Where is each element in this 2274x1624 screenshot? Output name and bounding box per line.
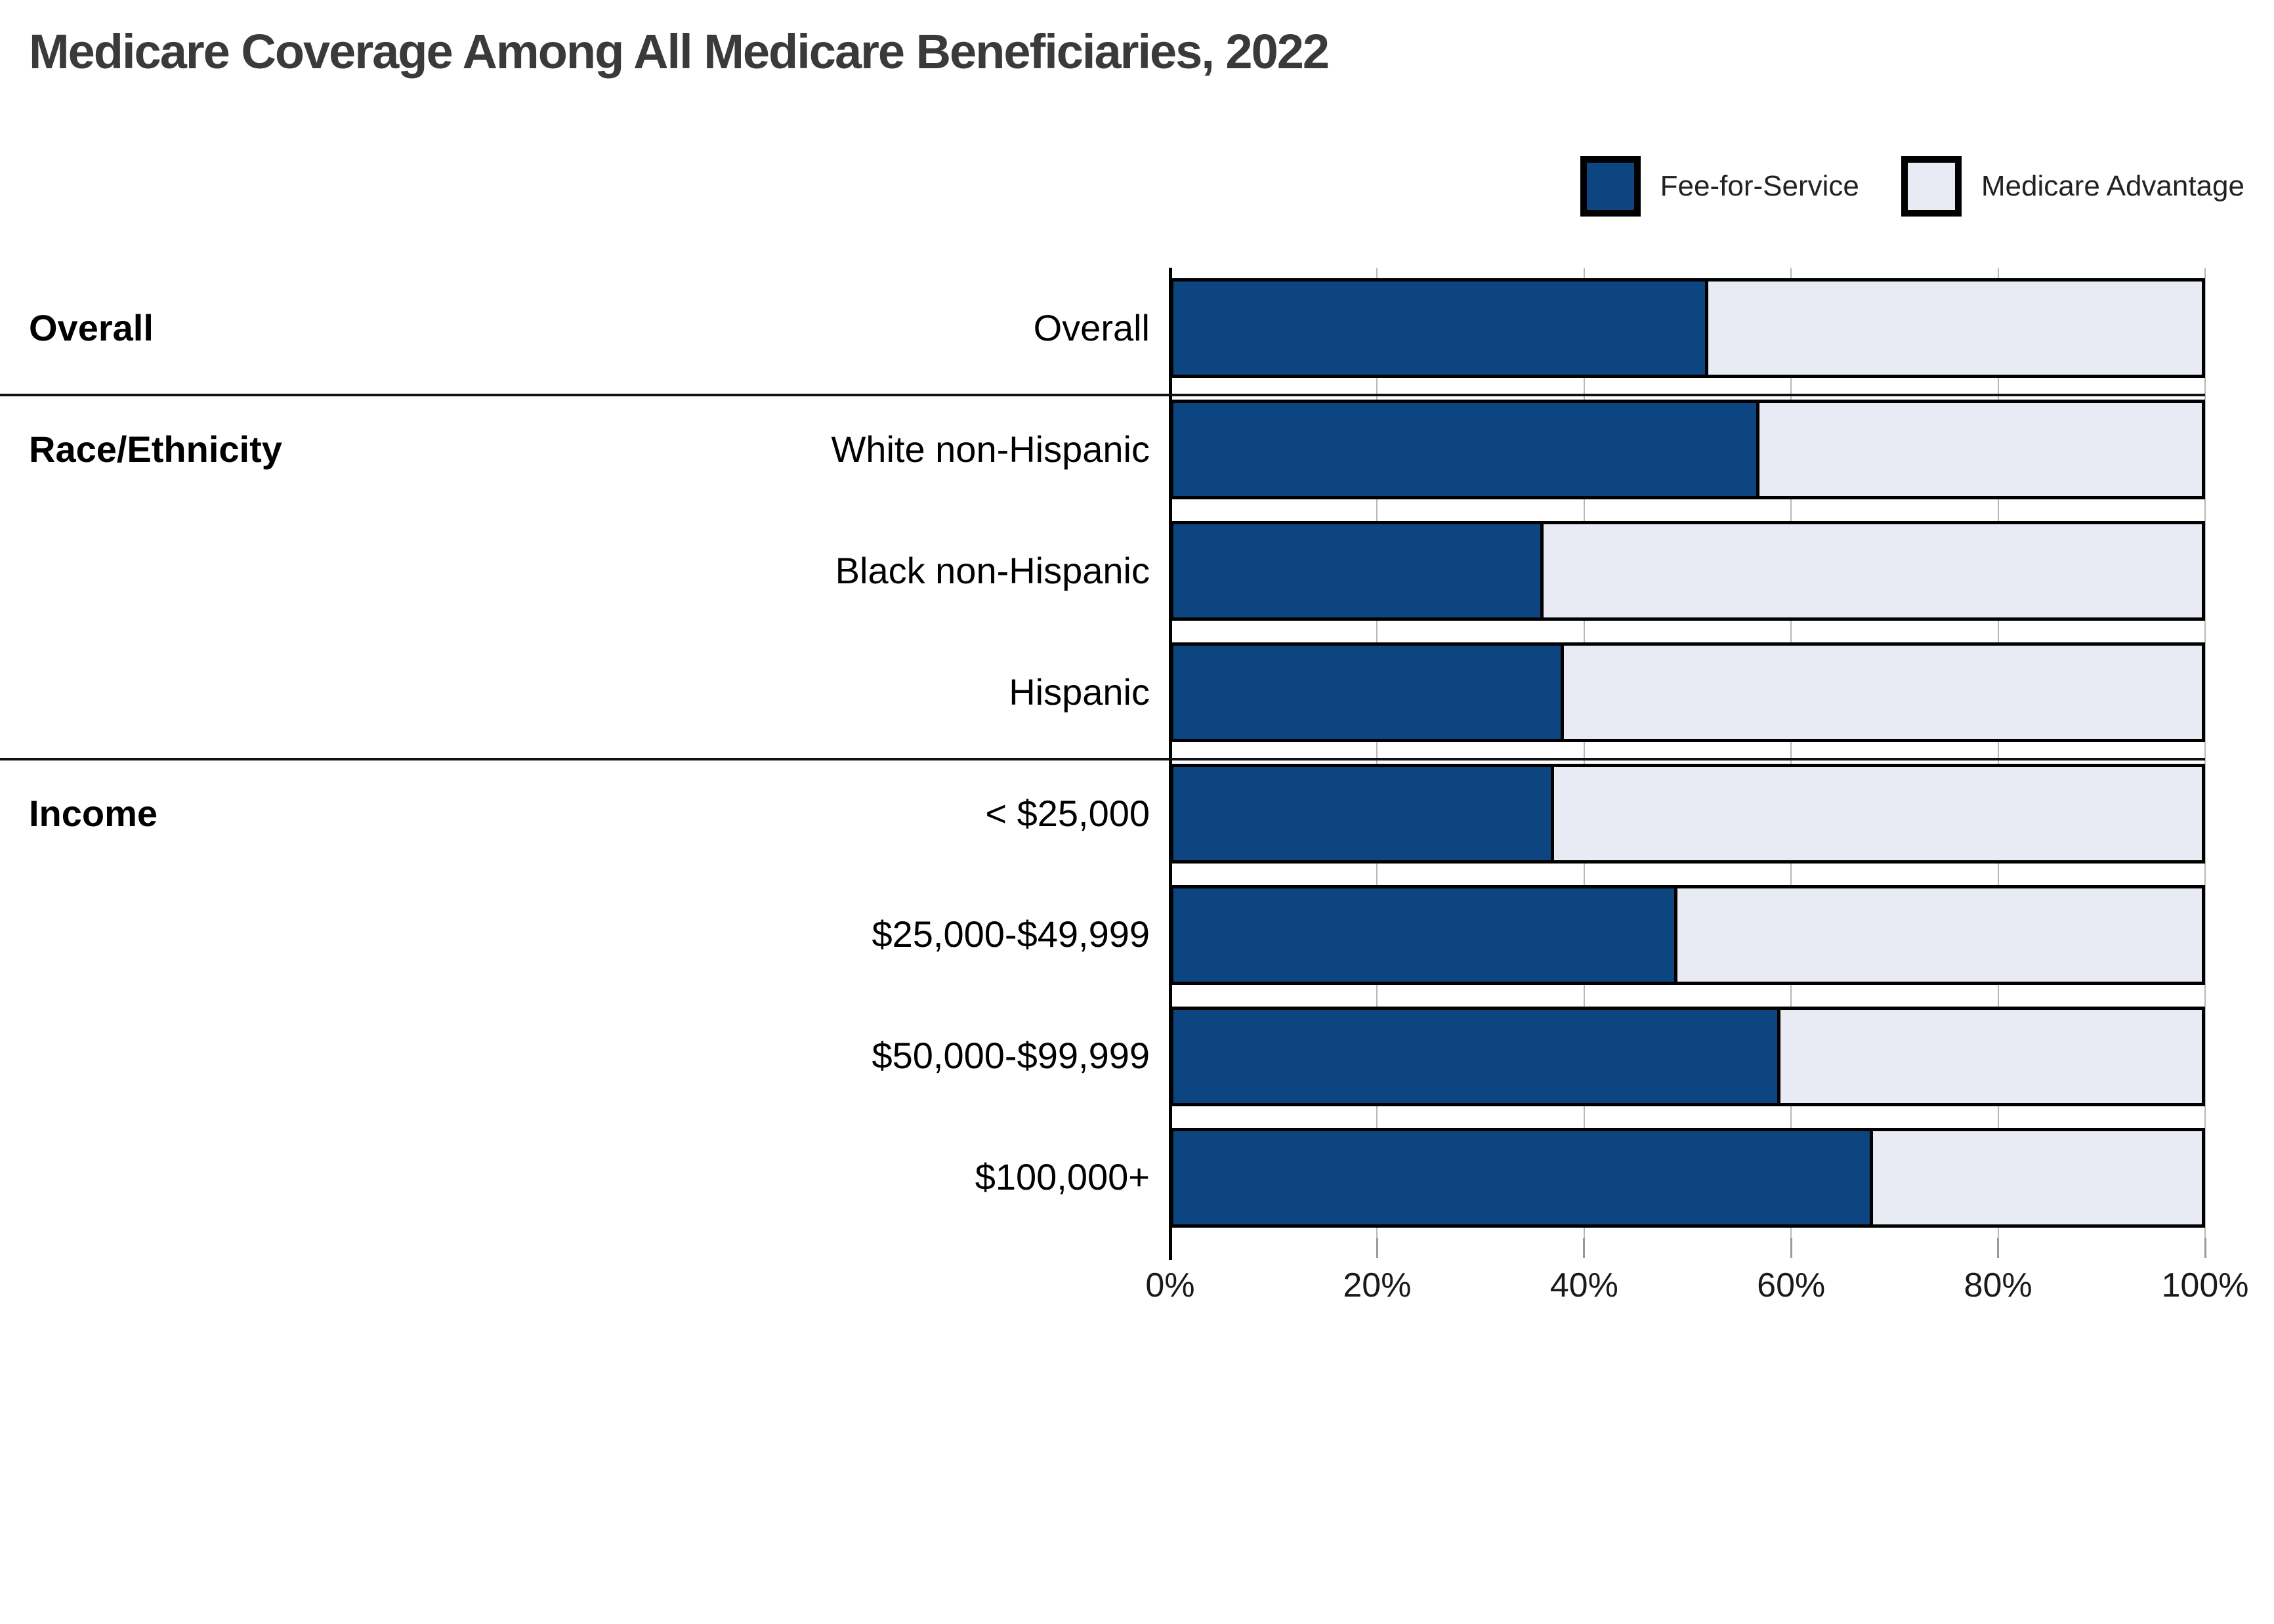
bar-row	[1170, 278, 2205, 379]
group-separator	[0, 757, 2205, 760]
bar-row	[1170, 521, 2205, 621]
segment-fee-for-service	[1173, 888, 1677, 982]
legend-swatch-fee-for-service	[1580, 156, 1641, 217]
segment-fee-for-service	[1173, 1009, 1780, 1103]
group-separator	[0, 393, 2205, 396]
legend-item-medicare-advantage: Medicare Advantage	[1901, 156, 2244, 217]
segment-fee-for-service	[1173, 403, 1760, 497]
legend-label-fee-for-service: Fee-for-Service	[1660, 170, 1859, 202]
x-tick-label: 40%	[1549, 1266, 1618, 1304]
bar-row	[1170, 642, 2205, 743]
bar-row	[1170, 885, 2205, 985]
x-tick-100	[2204, 1238, 2206, 1258]
gridline-100	[2204, 268, 2206, 1238]
legend-item-fee-for-service: Fee-for-Service	[1580, 156, 1859, 217]
row-label: Hispanic	[1009, 671, 1150, 713]
x-tick-40	[1583, 1238, 1586, 1258]
row-label: Black non-Hispanic	[835, 549, 1150, 591]
row-label: White non-Hispanic	[831, 428, 1150, 470]
x-tick-60	[1790, 1238, 1792, 1258]
group-label: Overall	[29, 307, 154, 348]
bar-row	[1170, 1006, 2205, 1106]
bar-row	[1170, 763, 2205, 864]
group-label: Income	[29, 792, 158, 834]
x-tick-20	[1376, 1238, 1378, 1258]
segment-fee-for-service	[1173, 766, 1554, 860]
segment-fee-for-service	[1173, 646, 1565, 739]
chart-title: Medicare Coverage Among All Medicare Ben…	[29, 24, 1330, 79]
legend-swatch-medicare-advantage	[1901, 156, 1962, 217]
segment-fee-for-service	[1173, 1131, 1873, 1224]
x-tick-label: 20%	[1343, 1266, 1412, 1304]
gridline-40	[1583, 268, 1585, 1238]
x-tick-80	[1997, 1238, 2000, 1258]
segment-fee-for-service	[1173, 524, 1544, 618]
x-tick-label: 100%	[2161, 1266, 2249, 1304]
gridline-20	[1376, 268, 1378, 1238]
row-label: $100,000+	[975, 1156, 1150, 1198]
gridline-80	[1997, 268, 1999, 1238]
legend-label-medicare-advantage: Medicare Advantage	[1981, 170, 2244, 202]
x-tick-label: 60%	[1757, 1266, 1826, 1304]
bar-row	[1170, 400, 2205, 500]
row-label: Overall	[1033, 307, 1150, 348]
gridline-60	[1790, 268, 1792, 1238]
row-label: < $25,000	[985, 792, 1150, 834]
bar-row	[1170, 1127, 2205, 1228]
row-label: $25,000-$49,999	[872, 913, 1150, 955]
row-label: $50,000-$99,999	[872, 1035, 1150, 1077]
x-tick-0	[1169, 1238, 1171, 1258]
segment-fee-for-service	[1173, 281, 1708, 375]
legend: Fee-for-Service Medicare Advantage	[1580, 156, 2244, 217]
x-tick-label: 0%	[1145, 1266, 1195, 1304]
x-tick-label: 80%	[1964, 1266, 2032, 1304]
group-label: Race/Ethnicity	[29, 428, 282, 470]
